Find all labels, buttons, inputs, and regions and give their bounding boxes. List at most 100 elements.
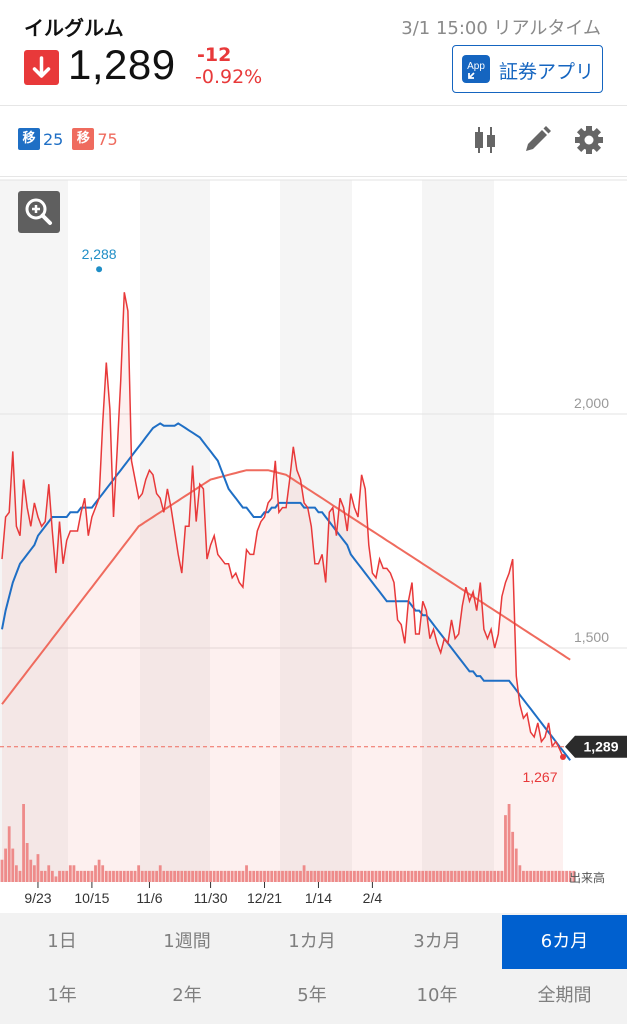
volume-bar (399, 870, 403, 882)
volume-bar (439, 870, 443, 882)
volume-bar (309, 870, 313, 882)
volume-bar (58, 870, 61, 882)
volume-bar (374, 870, 378, 882)
volume-bar (155, 870, 159, 882)
candlestick-icon[interactable] (468, 123, 502, 157)
volume-bar (252, 870, 256, 882)
volume-bar (360, 870, 364, 882)
volume-bar (547, 870, 551, 882)
zoom-in-icon (25, 198, 52, 225)
volume-bar (471, 870, 475, 882)
period-1w[interactable]: 1週間 (163, 931, 211, 952)
securities-app-button[interactable]: App 証券アプリ (452, 45, 603, 93)
volume-bar (90, 870, 94, 882)
period-2y[interactable]: 2年 (172, 985, 202, 1006)
current-price-tag (565, 735, 627, 758)
volume-bar (302, 865, 306, 882)
volume-bar (299, 870, 302, 882)
volume-bar (54, 876, 58, 882)
volume-bar (500, 870, 504, 882)
volume-bar (259, 870, 263, 882)
volume-bar (478, 870, 482, 882)
period-5y[interactable]: 5年 (297, 985, 327, 1006)
volume-bar (507, 804, 511, 882)
period-1m[interactable]: 1カ月 (288, 931, 336, 952)
gear-icon[interactable] (572, 123, 606, 157)
volume-bar (392, 870, 396, 882)
quote-header: イルグルム 3/1 15:00 リアルタイム 1,289 -12 -0.92% … (0, 0, 627, 106)
volume-bar (331, 870, 335, 882)
volume-bar (119, 870, 123, 882)
volume-bar (263, 870, 266, 882)
volume-bar (148, 870, 151, 882)
volume-bar (540, 870, 543, 882)
volume-bar (281, 870, 284, 882)
volume-bar (324, 870, 328, 882)
volume-bar (568, 870, 572, 882)
volume-bar (151, 870, 155, 882)
x-tick-label: 12/21 (247, 890, 282, 906)
period-1y[interactable]: 1年 (47, 985, 77, 1006)
background-band (280, 180, 352, 882)
pencil-icon[interactable] (520, 123, 554, 157)
price-chart[interactable]: 2,5002,0001,500出来高1,2892,2881,2679/2310/… (0, 178, 627, 913)
volume-bar (284, 870, 288, 882)
ma25-value: 25 (43, 129, 64, 149)
volume-bar (0, 859, 4, 882)
volume-bar (349, 870, 353, 882)
volume-bar (227, 870, 230, 882)
volume-bar (72, 865, 76, 882)
period-selector: 1日 1週間 1カ月 3カ月 6カ月 1年 2年 5年 10年 全期間 (0, 913, 627, 1024)
volume-bar (388, 870, 392, 882)
volume-bar (4, 848, 7, 882)
background-band (422, 180, 494, 882)
volume-bar (277, 870, 281, 882)
down-arrow-icon (24, 50, 59, 85)
volume-bar (248, 870, 252, 882)
volume-bar (442, 870, 446, 882)
volume-bar (320, 870, 324, 882)
period-all[interactable]: 全期間 (537, 985, 592, 1006)
volume-bar (428, 870, 432, 882)
volume-bar (65, 870, 69, 882)
volume-bar (101, 865, 105, 882)
volume-bar (417, 870, 421, 882)
volume-bar (288, 870, 292, 882)
volume-bar (313, 870, 317, 882)
volume-bar (223, 870, 227, 882)
period-3m[interactable]: 3カ月 (413, 931, 461, 952)
volume-bar (169, 870, 173, 882)
volume-bar (241, 870, 245, 882)
period-1d[interactable]: 1日 (47, 931, 77, 952)
volume-bar (216, 870, 220, 882)
volume-bar (414, 870, 417, 882)
zoom-button[interactable] (18, 191, 60, 233)
volume-bar (525, 870, 529, 882)
period-6m[interactable]: 6カ月 (502, 915, 627, 969)
current-price-label: 1,289 (583, 739, 618, 755)
volume-bar (198, 870, 202, 882)
volume-bar (7, 826, 11, 882)
volume-bar (385, 870, 389, 882)
volume-bar (565, 870, 568, 882)
volume-bar (295, 870, 299, 882)
volume-bar (22, 804, 25, 882)
ma75-value: 75 (97, 129, 118, 149)
volume-bar (133, 870, 137, 882)
volume-bar (144, 870, 148, 882)
current-price: 1,289 (68, 41, 176, 88)
low-label: 1,267 (522, 769, 557, 785)
volume-bar (435, 870, 439, 882)
x-tick-label: 2/4 (363, 890, 383, 906)
volume-bar (219, 870, 223, 882)
volume-bar (291, 870, 295, 882)
volume-bar (36, 854, 40, 882)
volume-bar (367, 870, 371, 882)
volume-bar (68, 865, 72, 882)
volume-bar (356, 870, 360, 882)
x-tick-label: 11/30 (194, 890, 228, 906)
period-10y[interactable]: 10年 (416, 985, 458, 1006)
volume-bar (273, 870, 277, 882)
y-tick-label: 2,000 (574, 395, 609, 411)
volume-bar (43, 870, 47, 882)
